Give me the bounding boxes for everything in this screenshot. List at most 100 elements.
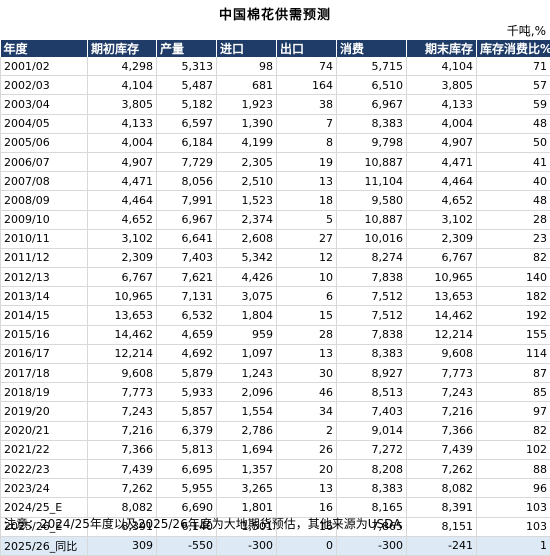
cell-imports: -300 xyxy=(217,536,277,555)
cell-imports: 1,523 xyxy=(217,191,277,210)
header-consumption: 消费 xyxy=(337,40,407,57)
header-stock-to-use: 库存消费比% xyxy=(477,40,550,57)
cell-exports: 20 xyxy=(277,459,337,478)
cell-year: 2015/16 xyxy=(1,325,88,344)
cell-consumption: 8,383 xyxy=(337,114,407,133)
cell-imports: 2,305 xyxy=(217,152,277,171)
cell-exports: 12 xyxy=(277,248,337,267)
cell-production: 6,641 xyxy=(157,229,217,248)
cell-exports: 74 xyxy=(277,57,337,76)
cell-ending-stock: 8,151 xyxy=(407,517,477,536)
cell-production: 6,967 xyxy=(157,210,217,229)
cell-ending-stock: 6,767 xyxy=(407,248,477,267)
cell-consumption: 7,272 xyxy=(337,440,407,459)
cell-exports: 164 xyxy=(277,76,337,95)
cell-imports: 98 xyxy=(217,57,277,76)
cell-exports: 6 xyxy=(277,287,337,306)
cell-beginning-stock: 4,907 xyxy=(88,152,157,171)
header-exports: 出口 xyxy=(277,40,337,57)
cell-stock-to-use: 88 xyxy=(477,459,550,478)
cell-stock-to-use: 57 xyxy=(477,76,550,95)
cell-year: 2008/09 xyxy=(1,191,88,210)
cell-exports: 15 xyxy=(277,306,337,325)
cell-stock-to-use: 71 xyxy=(477,57,550,76)
cell-year: 2007/08 xyxy=(1,172,88,191)
cell-production: 7,729 xyxy=(157,152,217,171)
cell-ending-stock: 4,471 xyxy=(407,152,477,171)
cell-year: 2011/12 xyxy=(1,248,88,267)
cell-consumption: 11,104 xyxy=(337,172,407,191)
cell-imports: 2,786 xyxy=(217,421,277,440)
cell-consumption: 6,510 xyxy=(337,76,407,95)
cell-ending-stock: 13,653 xyxy=(407,287,477,306)
cell-production: 4,659 xyxy=(157,325,217,344)
cell-production: 4,692 xyxy=(157,344,217,363)
cell-beginning-stock: 7,216 xyxy=(88,421,157,440)
cell-year: 2020/21 xyxy=(1,421,88,440)
cell-production: -550 xyxy=(157,536,217,555)
cell-exports: 13 xyxy=(277,344,337,363)
cell-imports: 2,608 xyxy=(217,229,277,248)
cell-imports: 4,199 xyxy=(217,133,277,152)
cell-exports: 27 xyxy=(277,229,337,248)
cell-year: 2019/20 xyxy=(1,402,88,421)
cell-stock-to-use: 82 xyxy=(477,248,550,267)
cell-consumption: 8,383 xyxy=(337,479,407,498)
cell-exports: 38 xyxy=(277,95,337,114)
cell-year: 2013/14 xyxy=(1,287,88,306)
cell-year: 2012/13 xyxy=(1,268,88,287)
cell-production: 5,857 xyxy=(157,402,217,421)
cell-stock-to-use: 40 xyxy=(477,172,550,191)
cell-stock-to-use: 155 xyxy=(477,325,550,344)
cell-imports: 681 xyxy=(217,76,277,95)
cell-beginning-stock: 10,965 xyxy=(88,287,157,306)
cell-consumption: 8,274 xyxy=(337,248,407,267)
cell-exports: 30 xyxy=(277,364,337,383)
cell-production: 6,695 xyxy=(157,459,217,478)
cell-imports: 1,923 xyxy=(217,95,277,114)
cell-consumption: 9,798 xyxy=(337,133,407,152)
cell-exports: 28 xyxy=(277,325,337,344)
cell-beginning-stock: 7,262 xyxy=(88,479,157,498)
cell-year: 2006/07 xyxy=(1,152,88,171)
cell-imports: 5,342 xyxy=(217,248,277,267)
cell-year: 2004/05 xyxy=(1,114,88,133)
cell-consumption: 10,016 xyxy=(337,229,407,248)
cell-imports: 1,804 xyxy=(217,306,277,325)
cell-beginning-stock: 13,653 xyxy=(88,306,157,325)
cell-ending-stock: 4,464 xyxy=(407,172,477,191)
cell-beginning-stock: 14,462 xyxy=(88,325,157,344)
cell-imports: 2,374 xyxy=(217,210,277,229)
cell-stock-to-use: 48 xyxy=(477,114,550,133)
cell-stock-to-use: 1 xyxy=(477,536,550,555)
cell-stock-to-use: 97 xyxy=(477,402,550,421)
cell-stock-to-use: 82 xyxy=(477,421,550,440)
cell-production: 5,955 xyxy=(157,479,217,498)
cell-beginning-stock: 3,805 xyxy=(88,95,157,114)
cell-year: 2025/26_同比 xyxy=(1,536,88,555)
cell-ending-stock: 12,214 xyxy=(407,325,477,344)
header-year: 年度 xyxy=(1,40,88,57)
cell-exports: 26 xyxy=(277,440,337,459)
cell-consumption: 6,967 xyxy=(337,95,407,114)
cell-beginning-stock: 2,309 xyxy=(88,248,157,267)
cell-beginning-stock: 12,214 xyxy=(88,344,157,363)
cell-consumption: 9,580 xyxy=(337,191,407,210)
cell-imports: 1,097 xyxy=(217,344,277,363)
cell-ending-stock: 3,102 xyxy=(407,210,477,229)
cell-production: 5,182 xyxy=(157,95,217,114)
cell-exports: 8 xyxy=(277,133,337,152)
cell-stock-to-use: 103 xyxy=(477,498,550,517)
cell-beginning-stock: 9,608 xyxy=(88,364,157,383)
cell-stock-to-use: 41 xyxy=(477,152,550,171)
